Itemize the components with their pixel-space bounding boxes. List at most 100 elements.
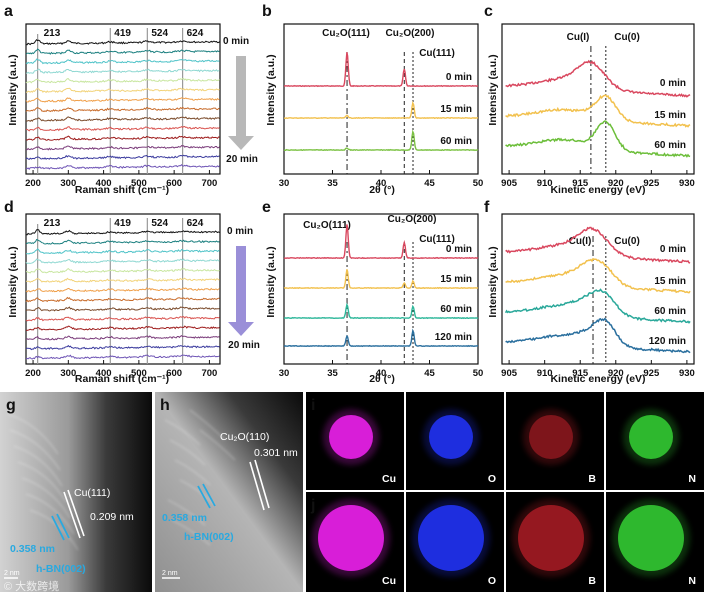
xrd-chart-e: e Intensity (a.u.) 2θ (°) 30 35 40 45 50 Cu₂O… bbox=[262, 199, 483, 385]
raman-series-d bbox=[25, 277, 220, 283]
x-tick-label-c: 920 bbox=[608, 178, 624, 189]
y-axis-title-c: Intensity (a.u.) bbox=[487, 54, 499, 125]
plot-frame-f bbox=[501, 213, 695, 365]
panel-label-a: a bbox=[4, 3, 13, 20]
x-tick-label-a: 200 bbox=[25, 178, 41, 189]
series-label-f: 0 min bbox=[660, 244, 686, 255]
scale-label-h: 2 nm bbox=[162, 570, 178, 577]
x-tick-label-b: 35 bbox=[327, 178, 338, 189]
panel-label-d: d bbox=[4, 199, 14, 216]
x-axis-title-a: Raman shift (cm⁻¹) bbox=[75, 184, 169, 196]
xrd-series-b bbox=[284, 52, 479, 88]
xrd-series-e bbox=[283, 328, 478, 348]
xrd-chart-b: b Intensity (a.u.) 2θ (°) 30 35 40 45 50 Cu₂O… bbox=[262, 3, 483, 196]
plot-frame-b bbox=[283, 23, 479, 175]
series-label-e: 120 min bbox=[435, 332, 472, 343]
eds-particle-j bbox=[418, 505, 484, 571]
lattice-fringes-h bbox=[164, 409, 236, 546]
lattice-label-h-1: Cu₂O(110) bbox=[220, 431, 269, 443]
y-axis-title-b: Intensity (a.u.) bbox=[265, 54, 277, 125]
eds-particle-i bbox=[529, 415, 573, 459]
peak-label-a: 213 bbox=[44, 28, 61, 39]
xrd-series-e bbox=[283, 302, 479, 320]
reference-label-c: Cu(I) bbox=[567, 32, 590, 43]
raman-series-d bbox=[25, 296, 220, 303]
eds-particle-j bbox=[618, 505, 684, 571]
xrd-series-e bbox=[283, 269, 479, 290]
raman-chart-d: d Intensity (a.u.) Raman shift (cm⁻¹) 20… bbox=[4, 199, 260, 385]
x-tick-label-c: 910 bbox=[537, 178, 553, 189]
raman-series-a bbox=[25, 48, 220, 55]
eds-particle-i bbox=[329, 415, 373, 459]
eds-element-label-i: N bbox=[688, 473, 696, 485]
lattice-label-g-2: h-BN(002) bbox=[36, 563, 86, 575]
series-label-b: 60 min bbox=[440, 136, 472, 147]
raman-series-a bbox=[25, 135, 220, 141]
peak-label-a: 624 bbox=[187, 28, 204, 39]
series-label-c: 15 min bbox=[654, 110, 686, 121]
peak-label-d: 213 bbox=[44, 218, 61, 229]
raman-series-d bbox=[25, 238, 220, 245]
x-tick-label-f: 930 bbox=[679, 368, 695, 379]
series-label-c: 60 min bbox=[654, 140, 686, 151]
xrd-series-e bbox=[283, 224, 479, 260]
eds-particle-i bbox=[429, 415, 473, 459]
eds-particle-i bbox=[629, 415, 673, 459]
x-tick-label-a: 700 bbox=[201, 178, 217, 189]
panel-label-h: h bbox=[160, 397, 170, 414]
x-tick-label-e: 50 bbox=[473, 368, 484, 379]
panel-label-g: g bbox=[6, 397, 16, 414]
raman-series-d bbox=[25, 316, 220, 322]
eds-element-label-j: N bbox=[688, 575, 696, 587]
panel-label-c: c bbox=[484, 3, 493, 20]
x-tick-label-b: 40 bbox=[376, 178, 387, 189]
raman-series-a bbox=[25, 116, 220, 122]
auger-series-f bbox=[504, 288, 691, 324]
panel-label-f: f bbox=[484, 199, 490, 216]
x-tick-label-c: 925 bbox=[643, 178, 660, 189]
peak-label-a: 419 bbox=[114, 28, 131, 39]
fringe-marker-h-white bbox=[249, 459, 270, 511]
eds-element-label-i: Cu bbox=[382, 473, 396, 485]
reference-label-f: Cu(I) bbox=[569, 236, 592, 247]
time-start-label-a: 0 min bbox=[223, 36, 249, 47]
eds-element-label-j: O bbox=[488, 575, 496, 587]
panel-label-j: j bbox=[310, 497, 315, 514]
raman-series-d bbox=[25, 258, 220, 265]
raman-series-d bbox=[26, 267, 220, 274]
panel-label-b: b bbox=[262, 3, 272, 20]
spacing-label-h-1: 0.301 nm bbox=[254, 447, 298, 459]
x-tick-label-d: 400 bbox=[96, 368, 112, 379]
raman-series-a bbox=[25, 97, 220, 103]
reference-label-e: Cu₂O(200) bbox=[388, 214, 437, 225]
auger-series-c bbox=[505, 59, 691, 98]
y-axis-title-e: Intensity (a.u.) bbox=[265, 246, 277, 317]
reference-label-e: Cu(111) bbox=[419, 234, 455, 245]
time-end-label-a: 20 min bbox=[226, 154, 258, 165]
eds-maps: Cu O B N Cu O B N bbox=[306, 392, 704, 592]
reference-label-b: Cu₂O(200) bbox=[386, 28, 435, 39]
raman-series-a bbox=[25, 68, 220, 74]
raman-series-a bbox=[26, 87, 220, 94]
spacing-label-g-2: 0.358 nm bbox=[10, 543, 55, 555]
series-label-c: 0 min bbox=[660, 78, 686, 89]
peak-label-d: 419 bbox=[114, 218, 131, 229]
time-end-label-d: 20 min bbox=[228, 340, 260, 351]
x-tick-label-a: 300 bbox=[60, 178, 76, 189]
x-tick-label-f: 905 bbox=[501, 368, 518, 379]
x-tick-label-f: 925 bbox=[643, 368, 660, 379]
lattice-fringes-g bbox=[7, 413, 79, 551]
tem-background-h bbox=[155, 392, 303, 592]
x-tick-label-f: 920 bbox=[608, 368, 624, 379]
x-axis-title-d: Raman shift (cm⁻¹) bbox=[75, 373, 169, 385]
y-axis-title-f: Intensity (a.u.) bbox=[487, 246, 499, 317]
time-start-label-d: 0 min bbox=[227, 226, 253, 237]
tem-image-h: h Cu₂O(110) 0.301 nm 0.358 nm h-BN(002) … bbox=[155, 392, 303, 592]
x-tick-label-f: 915 bbox=[572, 368, 589, 379]
time-arrow-a bbox=[228, 56, 254, 150]
raman-series-a bbox=[25, 58, 220, 65]
x-tick-label-d: 200 bbox=[25, 368, 41, 379]
spacing-label-h-2: 0.358 nm bbox=[162, 512, 207, 524]
lattice-label-g-1: Cu(111) bbox=[74, 487, 110, 499]
time-arrow-d bbox=[228, 246, 254, 336]
